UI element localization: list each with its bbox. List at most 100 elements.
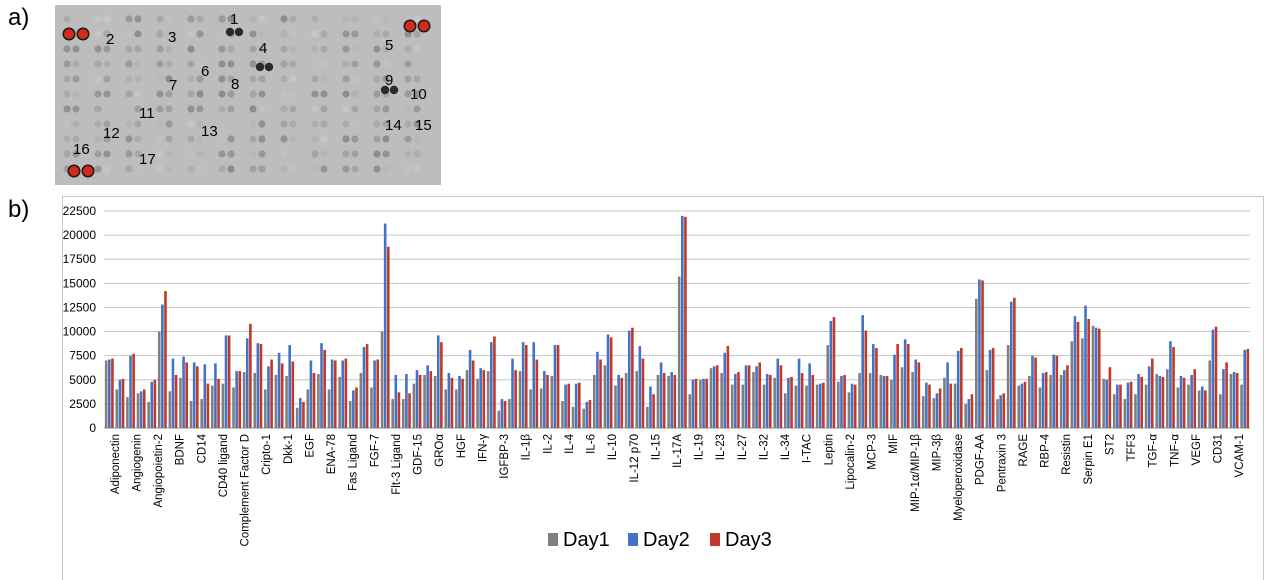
bar-day3 <box>641 358 645 428</box>
bar-day3 <box>418 374 422 428</box>
bar-day3 <box>376 359 379 428</box>
bar-day1 <box>677 276 681 428</box>
blot-spot-number: 16 <box>73 141 90 158</box>
x-tick-label: TNF-α <box>1169 434 1181 467</box>
bar-day1 <box>858 373 861 428</box>
bar-day2 <box>755 366 758 428</box>
bar-day2 <box>256 343 260 428</box>
blot-spot <box>320 45 328 53</box>
y-tick-label: 12500 <box>63 300 97 314</box>
blot-spot <box>404 150 412 158</box>
bar-day2 <box>320 343 323 428</box>
bar-day3 <box>779 365 783 428</box>
bar-day1 <box>539 388 543 428</box>
bar-day2 <box>903 339 907 428</box>
blot-spot <box>249 135 257 143</box>
bar-day1 <box>900 367 904 428</box>
bar-day3 <box>620 377 624 428</box>
bar-day2 <box>288 345 291 428</box>
bar-day2 <box>744 365 748 428</box>
x-tick-label: MIF <box>888 434 900 454</box>
blot-spot <box>382 135 390 143</box>
x-tick-label: Resistin <box>1061 434 1073 475</box>
bar-day1 <box>232 387 235 428</box>
x-tick-label: RBP-4 <box>1040 433 1052 467</box>
x-tick-label: VEGF <box>1191 434 1203 465</box>
blot-spot <box>289 105 297 113</box>
bar-day2 <box>203 364 207 428</box>
bar-day3 <box>1034 357 1037 428</box>
bar-day2 <box>341 360 345 428</box>
x-tick-label: GROα <box>434 434 446 467</box>
bar-day3 <box>1002 393 1006 428</box>
blot-spot <box>187 75 195 83</box>
x-tick-label: IL-1β <box>521 434 533 461</box>
blot-spot <box>125 105 133 113</box>
bar-day3 <box>1193 369 1197 428</box>
bar-day1 <box>529 389 532 428</box>
bar-day3 <box>1151 358 1154 428</box>
x-tick-label: HGF <box>456 434 468 458</box>
blot-spot <box>320 120 328 128</box>
bar-day3 <box>1246 348 1250 428</box>
bar-day3 <box>981 280 984 428</box>
legend-label-day2: Day2 <box>643 529 690 551</box>
x-tick-label: IL-2 <box>542 434 554 454</box>
bar-day1 <box>317 373 320 428</box>
blot-spot <box>382 45 390 53</box>
blot-spot-strong <box>264 62 274 72</box>
blot-spot-number: 14 <box>385 117 402 134</box>
blot-spot <box>134 165 142 173</box>
blot-spot <box>196 60 204 68</box>
bar-day1 <box>1155 373 1158 428</box>
bar-day2 <box>681 215 684 428</box>
bar-day1 <box>730 384 734 428</box>
bar-day2 <box>1147 366 1151 428</box>
bar-day1 <box>1208 360 1212 428</box>
blot-spot-strong <box>255 62 265 72</box>
blot-spot <box>351 60 359 68</box>
blot-spot <box>125 90 133 98</box>
bar-day3 <box>270 359 273 428</box>
blot-spot <box>94 150 102 158</box>
blot-spot <box>404 90 412 98</box>
bar-day2 <box>553 345 557 428</box>
bar-day1 <box>773 377 776 428</box>
bar-day2 <box>978 279 981 428</box>
bar-day2 <box>967 399 971 428</box>
x-tick-label: Dkk-1 <box>283 434 295 464</box>
bar-day2 <box>1169 341 1172 428</box>
bar-day2 <box>383 223 387 428</box>
bar-day2 <box>1179 375 1183 428</box>
bar-day2 <box>808 363 811 428</box>
bar-day3 <box>1235 373 1239 428</box>
blot-spot <box>311 45 319 53</box>
bar-day3 <box>875 347 878 428</box>
blot-spot <box>187 120 195 128</box>
blot-spot <box>227 60 235 68</box>
bar-day3 <box>970 394 974 428</box>
bar-day3 <box>906 344 910 428</box>
blot-spot <box>320 135 328 143</box>
bar-day1 <box>1240 384 1243 428</box>
blot-spot <box>404 105 412 113</box>
bar-day2 <box>797 358 801 428</box>
bar-day1 <box>890 379 893 428</box>
bar-day3 <box>461 378 464 428</box>
blot-spot <box>165 120 173 128</box>
blot-spot <box>94 90 102 98</box>
blot-spot <box>280 45 288 53</box>
bar-day2 <box>330 359 334 428</box>
bar-day2 <box>490 342 493 428</box>
blot-spot <box>227 15 235 23</box>
x-tick-label: IL-10 <box>607 434 619 460</box>
bar-day2 <box>214 363 217 428</box>
blot-spot <box>218 150 226 158</box>
bar-day2 <box>1084 305 1087 428</box>
reference-spot <box>69 166 79 176</box>
blot-spot <box>249 150 257 158</box>
bar-day3 <box>991 347 995 428</box>
bar-day1 <box>518 371 522 428</box>
blot-spot <box>72 90 80 98</box>
blot-spot <box>218 60 226 68</box>
